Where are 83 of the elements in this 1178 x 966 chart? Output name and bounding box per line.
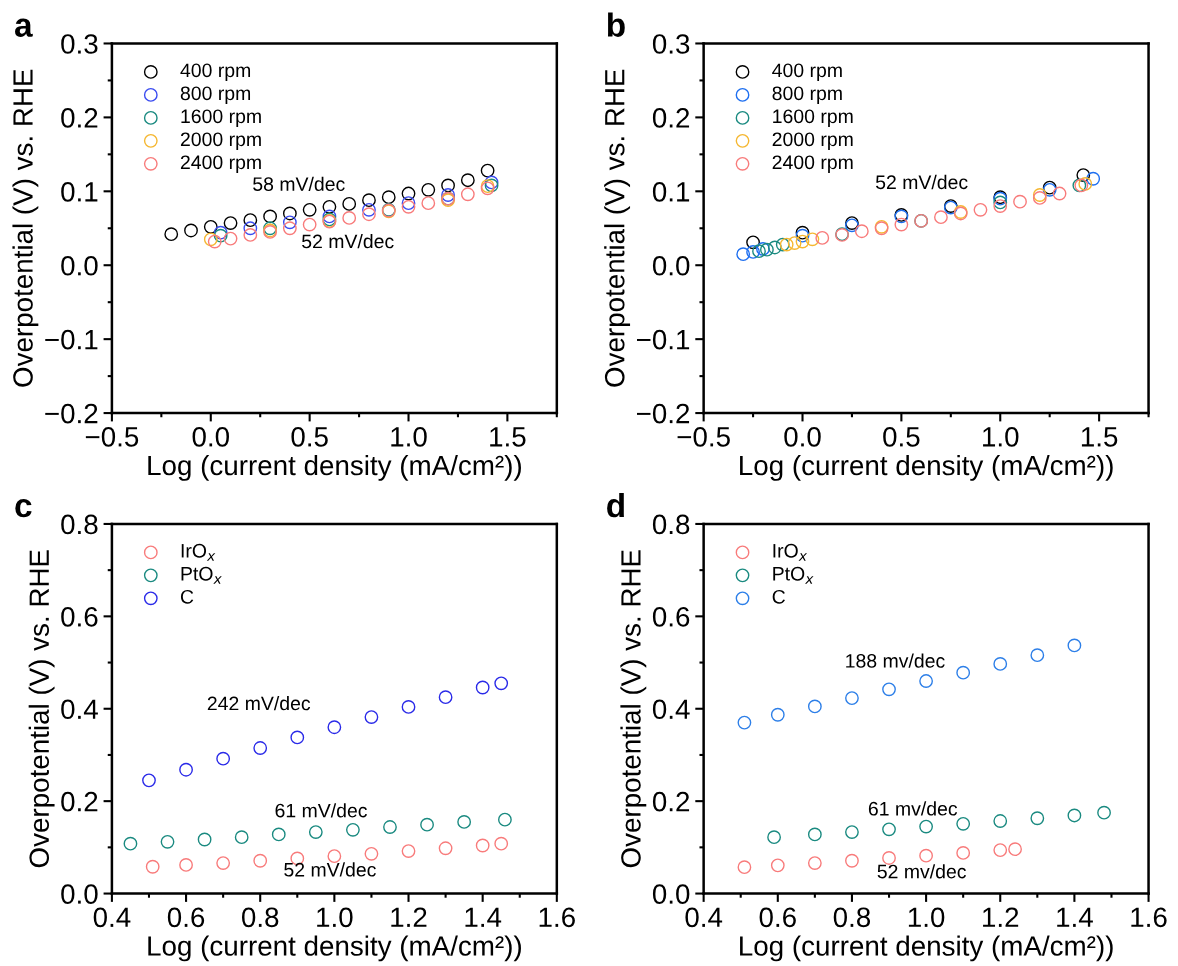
y-tick-label: 0.8 <box>652 514 690 535</box>
y-tick-label: 0.1 <box>61 181 98 202</box>
y-axis-title: Overpotential (V) vs. RHE <box>604 69 631 387</box>
y-tick-label: 0.0 <box>61 255 98 276</box>
y-tick-label: 0.4 <box>652 699 690 720</box>
x-tick-label: 0.5 <box>291 427 328 447</box>
y-tick-label: 0.2 <box>61 108 98 128</box>
x-tick-label: 1.5 <box>490 427 526 447</box>
x-tick-label: 1.0 <box>908 907 945 928</box>
y-tick-label: 0.6 <box>652 607 690 627</box>
x-tick-label: 0.4 <box>685 907 723 928</box>
y-tick-label: 0.2 <box>61 791 98 812</box>
x-tick-label: −0.5 <box>677 427 730 447</box>
legend-label: 2000 rpm <box>772 132 853 150</box>
y-tick-label: −0.2 <box>636 403 690 424</box>
chart-title: c <box>15 499 32 518</box>
x-tick-label: 0.8 <box>833 907 871 928</box>
legend-label: 2400 rpm <box>772 155 853 173</box>
x-tick-label: 0.8 <box>241 907 279 928</box>
x-axis-title: Log (current density (mA/cm²)) <box>148 935 521 962</box>
legend-label: PtO$_{x}$ <box>181 566 222 584</box>
y-tick-label: 0.0 <box>652 884 690 904</box>
x-tick-label: 0.6 <box>167 907 205 928</box>
annotation: 52 mV/dec <box>284 862 376 877</box>
x-axis-title: Log (current density (mA/cm²)) <box>148 454 521 481</box>
x-tick-label: 0.0 <box>192 427 229 447</box>
y-tick-label: 0.6 <box>61 607 98 627</box>
x-tick-label: 1.2 <box>983 907 1019 927</box>
x-tick-label: 0.6 <box>759 907 796 928</box>
y-axis-title: Overpotential (V) vs. RHE <box>620 550 647 868</box>
legend-label: 400 rpm <box>180 63 251 82</box>
annotation: 52 mV/dec <box>875 174 968 190</box>
y-tick-label: −0.1 <box>45 329 98 350</box>
legend-label: 2400 rpm <box>180 155 261 173</box>
legend-label: 1600 rpm <box>773 109 853 128</box>
y-tick-label: 0.2 <box>652 108 690 128</box>
x-tick-label: 1.2 <box>391 907 427 927</box>
legend-label: C <box>180 589 194 604</box>
x-tick-label: −0.5 <box>85 427 139 447</box>
y-tick-label: 0.0 <box>61 884 98 904</box>
annotation: 61 mV/dec <box>275 803 367 818</box>
annotation: 58 mV/dec <box>253 176 345 191</box>
annotation: 52 mv/dec <box>877 864 966 879</box>
x-tick-label: 0.5 <box>883 427 920 447</box>
x-tick-label: 1.5 <box>1081 427 1118 447</box>
chart-title: b <box>607 12 625 37</box>
x-tick-label: 1.6 <box>539 907 575 928</box>
x-axis-title: Log (current density (mA/cm²)) <box>740 935 1113 962</box>
x-tick-label: 1.4 <box>465 907 502 927</box>
chart-title: a <box>15 18 33 37</box>
x-axis-title: Log (current density (mA/cm²)) <box>740 454 1113 481</box>
x-tick-label: 0.0 <box>784 427 821 447</box>
y-tick-label: −0.2 <box>45 403 98 424</box>
x-tick-label: 0.4 <box>93 907 131 928</box>
x-tick-label: 1.6 <box>1131 907 1167 928</box>
y-tick-label: 0.3 <box>652 34 690 54</box>
y-tick-label: 0.2 <box>652 791 690 812</box>
x-tick-label: 1.0 <box>317 907 353 928</box>
chart-title: d <box>607 492 624 518</box>
y-tick-label: 0.8 <box>61 514 98 535</box>
y-axis-title: Overpotential (V) vs. RHE <box>28 550 55 868</box>
y-tick-label: 0.0 <box>652 255 690 276</box>
legend-label: C <box>772 589 785 604</box>
annotation: 52 mV/dec <box>302 233 394 249</box>
legend-label: IrO$_{x}$ <box>181 543 216 561</box>
x-tick-label: 1.4 <box>1057 907 1093 927</box>
y-tick-label: −0.1 <box>636 329 690 350</box>
annotation: 61 mv/dec <box>868 801 958 816</box>
y-tick-label: 0.1 <box>652 181 690 202</box>
annotation: 242 mV/dec <box>207 695 311 711</box>
legend-label: PtO$_{x}$ <box>773 566 814 584</box>
annotation: 188 mv/dec <box>846 653 945 668</box>
x-tick-label: 1.0 <box>983 427 1019 447</box>
y-tick-label: 0.4 <box>61 699 98 720</box>
legend-label: 1600 rpm <box>181 109 261 128</box>
legend-label: 2000 rpm <box>180 132 261 150</box>
legend-label: IrO$_{x}$ <box>773 543 808 561</box>
legend-label: 400 rpm <box>772 63 842 82</box>
y-axis-title: Overpotential (V) vs. RHE <box>12 69 39 387</box>
legend-label: 800 rpm <box>180 86 251 105</box>
x-tick-label: 1.0 <box>391 427 427 447</box>
y-tick-label: 0.3 <box>61 34 98 54</box>
legend-label: 800 rpm <box>772 86 842 105</box>
